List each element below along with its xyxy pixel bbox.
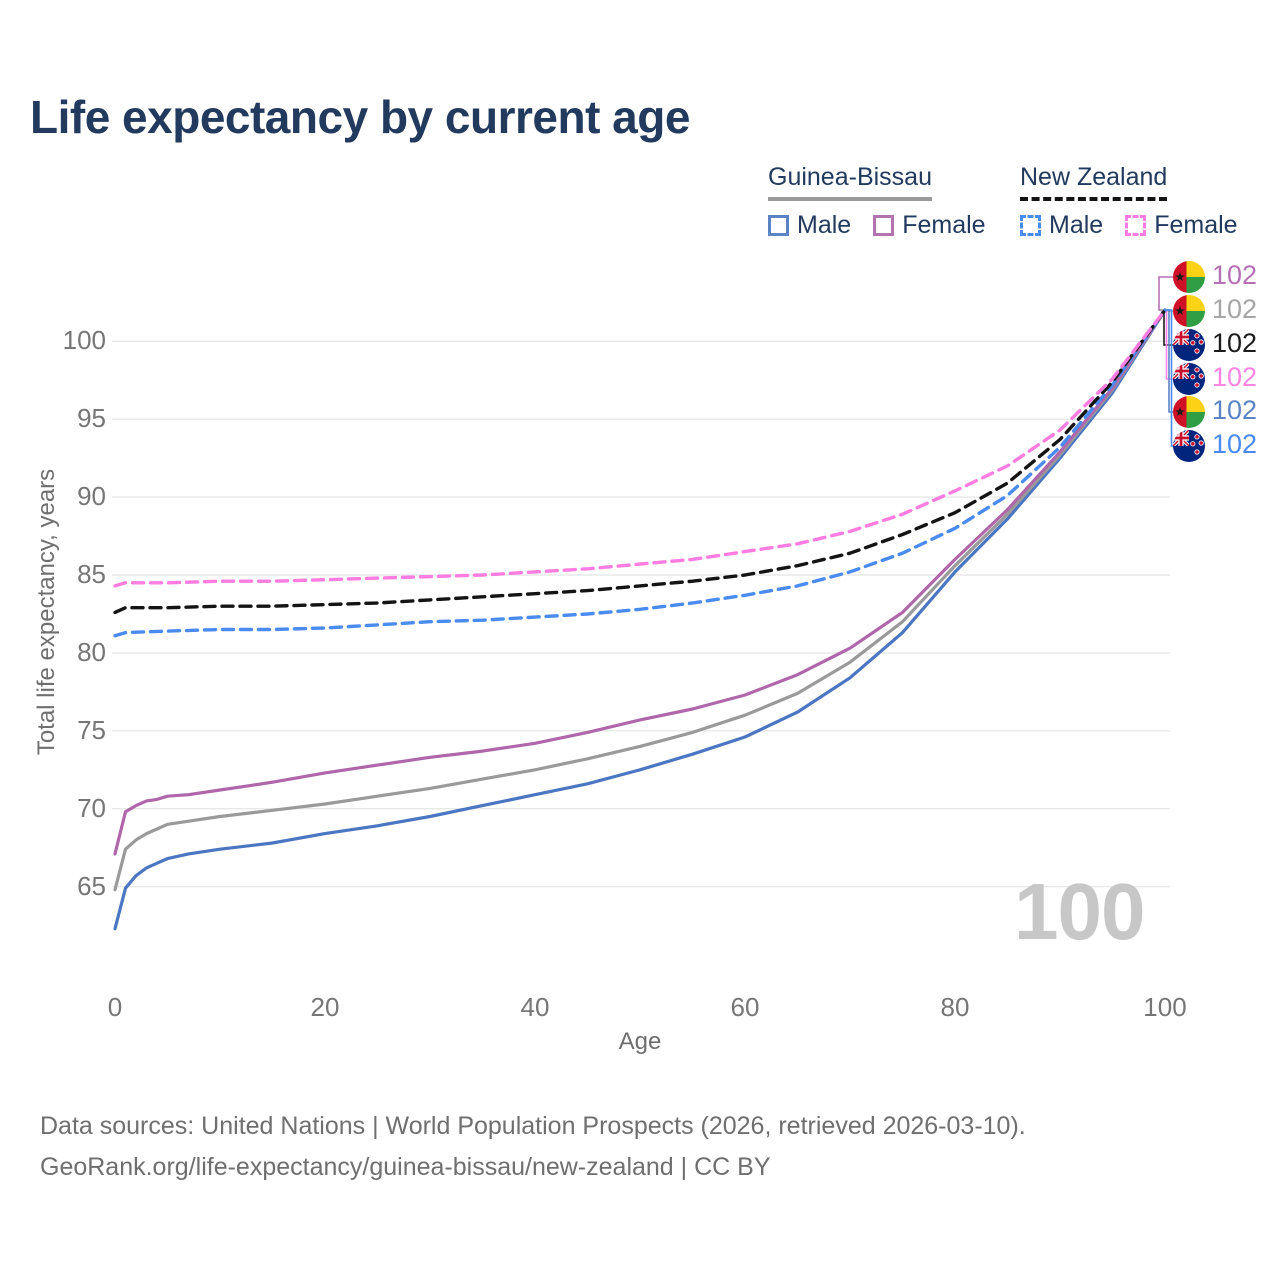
legend-item-gb-female[interactable]: Female: [873, 211, 986, 240]
x-tick-label: 40: [520, 992, 550, 1022]
chart-series: [113, 308, 1167, 931]
series-line-new-zealand-all[interactable]: [113, 308, 1167, 615]
end-value-guinea-bissau-all: 102: [1212, 294, 1258, 324]
legend-header-new-zealand[interactable]: New Zealand: [1020, 163, 1168, 201]
legend-item-gb-male[interactable]: Male: [768, 211, 851, 240]
x-axis-title: Age: [618, 1028, 662, 1055]
legend-header-guinea-bissau[interactable]: Guinea-Bissau: [768, 163, 932, 201]
x-tick-label: 100: [1143, 992, 1187, 1022]
series-line-new-zealand-female[interactable]: [113, 308, 1167, 588]
nz-male-swatch-icon: [1020, 215, 1041, 236]
new-zealand-flag-icon: [1173, 430, 1205, 462]
series-line-new-zealand-male[interactable]: [113, 308, 1167, 638]
end-value-new-zealand-male: 102: [1212, 429, 1258, 459]
legend-items-guinea-bissau: Male Female: [768, 211, 986, 240]
x-tick-label: 0: [107, 992, 123, 1022]
gb-female-swatch-icon: [873, 215, 895, 236]
legend-label-gb-male: Male: [797, 211, 852, 239]
guinea-bissau-flag-icon: [1173, 396, 1205, 428]
legend-group-new-zealand: New Zealand Male Female: [1020, 163, 1238, 240]
end-value-new-zealand-female: 102: [1212, 362, 1258, 392]
x-tick-label: 60: [730, 992, 760, 1022]
x-tick-label: 80: [940, 992, 970, 1022]
legend-label-nz-female: Female: [1154, 211, 1238, 239]
legend-item-nz-male[interactable]: Male: [1020, 211, 1103, 240]
end-value-new-zealand-all: 102: [1212, 328, 1258, 358]
end-label-flags: [1173, 261, 1205, 462]
y-tick-label: 75: [77, 714, 106, 745]
end-value-guinea-bissau-female: 102: [1212, 260, 1258, 290]
guinea-bissau-flag-icon: [1173, 261, 1205, 293]
gridlines: [112, 340, 1170, 888]
series-line-guinea-bissau-male[interactable]: [113, 308, 1167, 931]
legend-item-nz-female[interactable]: Female: [1125, 211, 1238, 240]
legend-group-guinea-bissau: Guinea-Bissau Male Female: [768, 163, 986, 240]
series-line-guinea-bissau-female[interactable]: [113, 308, 1167, 856]
y-tick-label: 90: [77, 481, 106, 512]
connector-guinea-bissau-female: [1158, 276, 1173, 311]
new-zealand-flag-icon: [1173, 329, 1205, 361]
y-tick-label: 65: [77, 870, 106, 901]
page-title: Life expectancy by current age: [30, 91, 690, 143]
y-tick-label: 85: [77, 559, 106, 589]
y-tick-label: 70: [77, 792, 106, 823]
series-line-guinea-bissau-all[interactable]: [113, 308, 1167, 892]
y-tick-label: 80: [77, 636, 106, 667]
footer-attribution: GeoRank.org/life-expectancy/guinea-bissa…: [40, 1153, 771, 1181]
new-zealand-flag-icon: [1173, 363, 1205, 395]
nz-female-swatch-icon: [1125, 215, 1147, 236]
legend-items-new-zealand: Male Female: [1020, 211, 1238, 240]
end-label-connectors: [1158, 276, 1173, 447]
y-tick-label: 95: [77, 403, 106, 434]
y-tick-label: 100: [62, 325, 106, 356]
end-value-guinea-bissau-male: 102: [1212, 395, 1258, 425]
footer-data-sources: Data sources: United Nations | World Pop…: [40, 1112, 1026, 1140]
guinea-bissau-flag-icon: [1173, 295, 1205, 327]
x-tick-label: 20: [310, 992, 340, 1022]
gb-male-swatch-icon: [768, 215, 789, 236]
footer: Data sources: United Nations | World Pop…: [40, 1106, 1026, 1188]
legend-label-gb-female: Female: [902, 211, 986, 239]
legend-label-nz-male: Male: [1049, 211, 1104, 239]
hovered-age-indicator: 100: [1014, 867, 1145, 956]
connector-new-zealand-male: [1165, 309, 1173, 447]
